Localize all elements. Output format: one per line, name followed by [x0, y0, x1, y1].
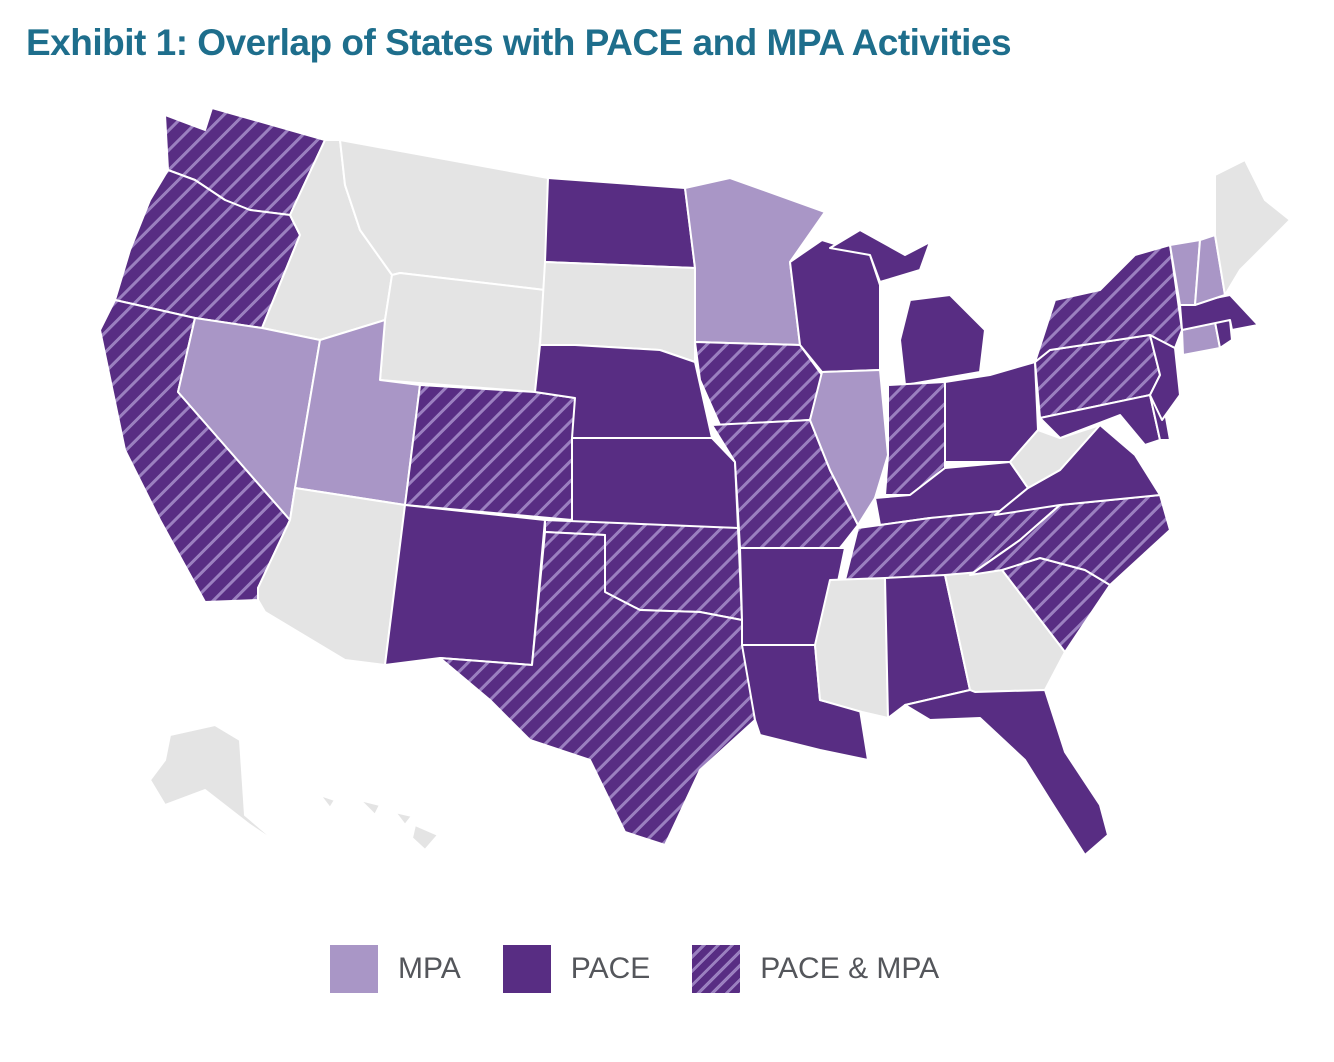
state-ms — [814, 577, 889, 719]
legend-label-pace: PACE — [570, 952, 651, 985]
legend-label-pace-mpa: PACE & MPA — [760, 952, 940, 985]
state-ak — [149, 724, 281, 846]
state-ny — [1034, 244, 1183, 363]
state-nd — [544, 177, 696, 269]
state-co — [404, 384, 576, 521]
state-me — [1214, 159, 1291, 296]
state-tx — [439, 531, 756, 846]
state-wv — [1009, 424, 1101, 489]
map-legend: MPA PACE PACE & MPA — [330, 945, 939, 993]
state-mi-up — [829, 229, 931, 283]
legend-item-mpa: MPA — [330, 945, 461, 993]
state-nm — [384, 504, 546, 666]
state-wi — [789, 239, 881, 373]
state-nc — [969, 494, 1171, 586]
state-ia — [694, 341, 823, 426]
legend-swatch-pace — [502, 945, 551, 993]
page-title: Exhibit 1: Overlap of States with PACE a… — [26, 22, 1012, 63]
state-wy — [379, 272, 546, 393]
state-il — [809, 369, 889, 526]
state-ks — [571, 437, 739, 529]
legend-item-pace: PACE — [502, 945, 651, 993]
legend-swatch-pace-mpa — [692, 945, 741, 993]
state-mi — [899, 294, 986, 386]
legend-item-pace-mpa: PACE & MPA — [692, 945, 939, 993]
state-fl — [904, 689, 1109, 856]
legend-swatch-mpa — [330, 945, 378, 993]
state-hi — [319, 794, 439, 851]
legend-label-mpa: MPA — [398, 952, 461, 985]
